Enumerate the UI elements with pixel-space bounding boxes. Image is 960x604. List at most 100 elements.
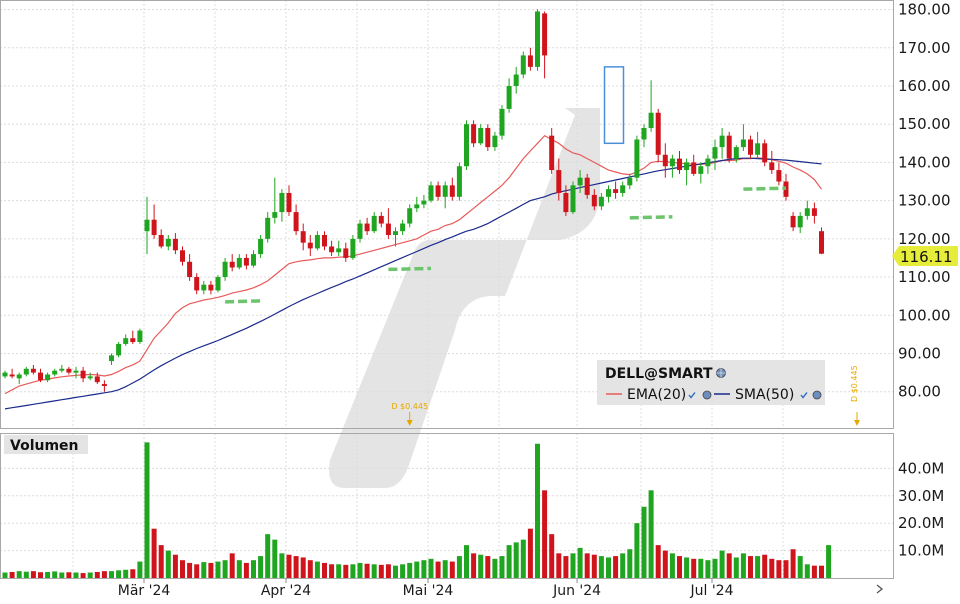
volume-bar [215, 561, 221, 578]
candle [2, 370, 8, 379]
candle-body [684, 162, 690, 171]
candle-body [542, 13, 548, 56]
candle [591, 189, 597, 211]
volume-title-background [4, 435, 88, 454]
candle [719, 128, 725, 159]
candle [478, 124, 484, 146]
date-tick-label: Apr '24 [261, 583, 311, 599]
volume-bar [755, 556, 761, 578]
globe-icon[interactable] [716, 368, 726, 378]
candle-body [407, 208, 413, 224]
legend-box[interactable]: DELL@SMART EMA(20) SMA(50) [597, 360, 825, 405]
candle [485, 124, 491, 151]
candle-body [527, 55, 533, 67]
candle [456, 162, 462, 201]
candle [151, 204, 157, 239]
last-price-tag: 116.11 [892, 246, 958, 266]
price-tick-label: 110.00 [898, 268, 951, 286]
candle-body [464, 124, 469, 167]
candle-body [279, 192, 285, 213]
candle-body [307, 242, 313, 249]
volume-bar [229, 553, 235, 578]
candle-body [819, 231, 824, 254]
candle-body [620, 185, 626, 193]
candle [556, 158, 562, 201]
volume-bar [400, 564, 406, 578]
candle-body [591, 194, 597, 207]
candle [393, 227, 398, 247]
dividend-label: D $0.445 [391, 402, 428, 411]
date-tick-label: Mai '24 [403, 583, 454, 599]
candle [243, 254, 249, 270]
candle [527, 47, 533, 71]
candle-body [137, 330, 143, 343]
volume-bar [705, 560, 711, 578]
candle [165, 235, 171, 251]
candle [371, 212, 377, 234]
volume-bar [314, 561, 320, 578]
volume-bar [535, 443, 540, 578]
candle [59, 364, 65, 373]
volume-bar [634, 523, 640, 578]
volume-bar [513, 542, 519, 578]
candle [691, 154, 697, 176]
legend-background [597, 360, 825, 405]
candle-body [16, 374, 22, 379]
candle [364, 217, 370, 236]
dividend-marker: D $0.445 [391, 402, 428, 426]
volume-bar [258, 556, 264, 578]
ema-globe-icon[interactable] [702, 390, 712, 400]
volume-bar [407, 562, 413, 578]
volume-bar [527, 528, 533, 578]
volume-bar [485, 556, 491, 578]
candle-body [613, 189, 619, 193]
candle [116, 342, 122, 358]
candle [584, 173, 590, 199]
ema-check-icon[interactable] [688, 392, 696, 399]
volume-bar [733, 557, 739, 578]
volume-bar [116, 570, 122, 578]
volume-bar [23, 571, 29, 578]
candle-body [393, 231, 398, 236]
candle-body [641, 128, 647, 140]
volume-bar [606, 557, 611, 578]
volume-bar [613, 556, 619, 578]
volume-bar [101, 571, 107, 578]
candle-body [158, 235, 164, 247]
volume-bar [243, 562, 249, 578]
price-tick-label: 90.00 [898, 344, 941, 362]
volume-bar [790, 549, 796, 578]
candle-body [549, 135, 555, 171]
candle-body [428, 185, 434, 201]
candle [180, 246, 185, 266]
volume-bar [577, 547, 583, 578]
annotations-group: D $0.445 D $0.445 [225, 66, 860, 426]
scroll-right-icon[interactable] [876, 584, 884, 594]
candle-body [712, 147, 718, 159]
candle-body [123, 338, 129, 344]
volume-bar [677, 556, 682, 578]
candle-body [733, 147, 739, 159]
candle-body [215, 277, 221, 291]
candle [499, 105, 505, 140]
candle-body [293, 212, 299, 232]
volume-bar [435, 561, 441, 578]
volume-bar [819, 565, 824, 578]
candle-body [87, 376, 93, 379]
volume-bar [144, 442, 150, 578]
candle [570, 181, 576, 214]
volume-bar [641, 506, 647, 578]
candle-body [499, 108, 505, 136]
candle [329, 240, 335, 257]
candle-body [59, 368, 65, 371]
candles-group [2, 9, 824, 392]
volume-bar [719, 550, 725, 578]
volume-bar [45, 571, 51, 578]
volume-bar [421, 560, 427, 578]
candle [194, 273, 200, 295]
candle-body [556, 170, 562, 193]
volume-bar [371, 564, 377, 578]
sma-globe-icon[interactable] [812, 390, 822, 400]
sma-check-icon[interactable] [800, 392, 808, 399]
candle-body [243, 257, 249, 266]
